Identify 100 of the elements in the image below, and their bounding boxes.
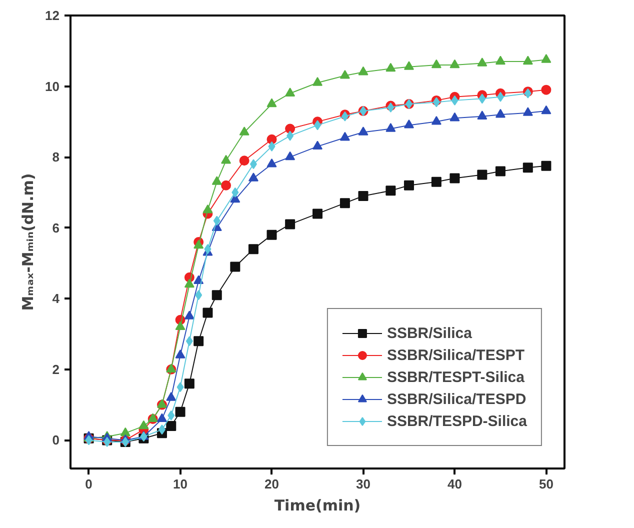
point <box>522 107 533 116</box>
point <box>496 92 504 102</box>
point <box>541 54 552 63</box>
point <box>495 108 506 118</box>
point <box>477 58 488 66</box>
point <box>184 278 194 288</box>
point <box>312 140 322 150</box>
x-tick-label: 30 <box>356 476 370 492</box>
point <box>120 427 130 436</box>
point <box>213 216 220 226</box>
point <box>450 173 460 184</box>
point <box>175 350 186 358</box>
point <box>541 160 552 171</box>
point <box>266 98 277 108</box>
x-tick-label: 10 <box>173 476 188 492</box>
point <box>431 116 442 125</box>
point <box>431 59 442 68</box>
y-tick-label: 0 <box>52 432 60 448</box>
point <box>404 180 414 190</box>
point <box>286 130 294 141</box>
legend-label: SSBR/TESPD-Silica <box>386 412 527 430</box>
point <box>451 95 458 106</box>
point <box>184 310 194 320</box>
y-tick-label: 2 <box>52 362 60 377</box>
point <box>312 77 322 86</box>
point <box>202 204 213 214</box>
y-tick-label: 12 <box>45 8 60 23</box>
point <box>358 66 368 76</box>
point <box>175 321 186 330</box>
point <box>138 420 149 430</box>
x-axis-title: Time(min) <box>274 496 361 514</box>
point <box>230 262 240 272</box>
point <box>266 134 277 144</box>
point <box>156 413 167 422</box>
point <box>340 132 350 141</box>
legend-label: SSBR/Silica/TESPD <box>386 390 526 408</box>
y-tick-label: 10 <box>45 78 60 94</box>
point <box>158 424 166 435</box>
point <box>541 84 552 95</box>
point <box>195 290 202 300</box>
x-tick-label: 50 <box>538 476 554 492</box>
point <box>431 176 442 187</box>
point <box>285 88 296 96</box>
point <box>248 172 258 182</box>
point <box>266 230 277 240</box>
point <box>340 70 350 79</box>
point <box>232 187 239 198</box>
point <box>312 208 322 219</box>
point <box>175 406 186 417</box>
point <box>268 141 276 152</box>
point <box>477 170 488 180</box>
point <box>386 62 396 72</box>
point <box>495 166 506 176</box>
x-tick-label: 20 <box>264 476 279 492</box>
point <box>285 124 296 134</box>
point <box>541 105 552 114</box>
point <box>450 112 460 122</box>
point <box>166 421 176 432</box>
legend-label: SSBR/Silica/TESPT <box>386 346 524 364</box>
point <box>212 290 222 300</box>
point <box>522 56 533 65</box>
point <box>194 240 204 249</box>
point <box>478 94 486 104</box>
point <box>168 410 175 420</box>
point <box>221 180 232 190</box>
point <box>194 275 204 284</box>
point <box>386 186 396 196</box>
point <box>340 198 350 208</box>
point <box>404 61 414 70</box>
y-tick-label: 6 <box>52 220 60 236</box>
point <box>212 176 222 185</box>
point <box>221 154 232 164</box>
point <box>285 219 296 230</box>
point <box>285 151 296 160</box>
x-tick-label: 40 <box>447 476 462 492</box>
y-tick-label: 8 <box>52 150 60 165</box>
point <box>239 156 250 166</box>
x-tick-label: 0 <box>85 476 92 492</box>
point <box>477 110 488 120</box>
point <box>522 162 533 173</box>
point <box>358 126 368 136</box>
point <box>176 382 184 392</box>
y-axis-title: Mₘₐₓ-Mₘᵢₙ(dN.m) <box>19 173 38 311</box>
point <box>202 308 213 318</box>
point <box>248 244 258 254</box>
point <box>266 158 277 168</box>
legend-label: SSBR/TESPT-Silica <box>386 368 524 386</box>
point <box>358 190 368 201</box>
point <box>404 120 414 128</box>
point <box>166 392 176 401</box>
point <box>239 126 250 136</box>
point <box>495 56 506 65</box>
point <box>204 244 212 254</box>
point <box>386 123 396 132</box>
point <box>184 378 194 389</box>
y-tick-label: 4 <box>52 291 60 306</box>
point <box>450 59 460 68</box>
point <box>194 336 204 346</box>
legend-label: SSBR/Silica <box>386 324 472 342</box>
point <box>186 336 193 346</box>
